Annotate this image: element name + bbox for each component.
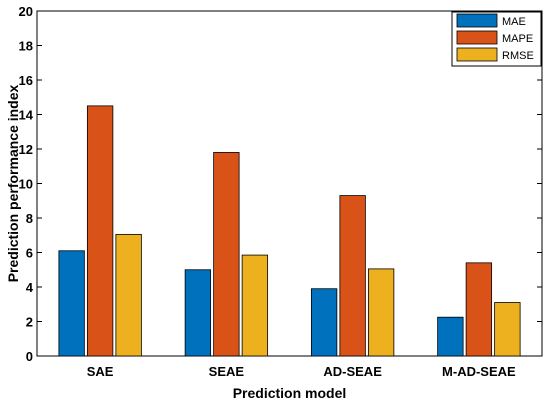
y-axis-ticks: 0 2 4 6 8 10 12 14 16 18 20 (19, 4, 542, 364)
legend-swatch-mae (456, 13, 498, 28)
y-axis-label: Prediction performance index (5, 84, 21, 282)
y-tick-label: 4 (26, 280, 34, 295)
legend-swatch-mape (456, 30, 498, 45)
y-tick-label: 18 (19, 39, 33, 54)
legend: MAE MAPE RMSE (451, 11, 542, 67)
y-tick-label: 14 (19, 108, 34, 123)
x-tick-label: AD-SEAE (323, 364, 382, 379)
y-tick-label: 8 (26, 211, 33, 226)
y-tick-label: 0 (26, 349, 33, 364)
y-tick-label: 20 (19, 4, 33, 19)
bar-mae-sae (58, 250, 85, 357)
y-tick-label: 16 (19, 73, 33, 88)
x-tick-label: M-AD-SEAE (442, 364, 516, 379)
bar-mae-m-ad-seae (437, 316, 464, 357)
bar-rmse-sae (115, 233, 142, 357)
bar-rmse-m-ad-seae (494, 302, 521, 357)
bar-rmse-seae (241, 254, 269, 357)
x-axis-ticks: SAE SEAE AD-SEAE M-AD-SEAE (87, 351, 516, 379)
legend-label-mape: MAPE (502, 33, 533, 45)
x-axis-label: Prediction model (233, 385, 347, 401)
bar-mape-ad-seae (339, 195, 366, 357)
bar-mape-sae (86, 105, 114, 357)
legend-label-mae: MAE (502, 16, 526, 28)
y-tick-label: 2 (26, 315, 33, 330)
bar-mape-seae (213, 152, 240, 357)
bar-mae-ad-seae (310, 288, 338, 357)
bar-series (58, 105, 521, 357)
bar-rmse-ad-seae (367, 268, 395, 357)
x-tick-label: SEAE (209, 364, 245, 379)
x-tick-label: SAE (87, 364, 114, 379)
legend-label-rmse: RMSE (502, 50, 534, 62)
bar-mape-m-ad-seae (465, 262, 493, 357)
y-tick-label: 10 (19, 177, 33, 192)
bar-mae-seae (184, 269, 212, 357)
y-tick-label: 12 (19, 142, 33, 157)
y-tick-label: 6 (26, 246, 33, 261)
legend-swatch-rmse (456, 47, 498, 62)
